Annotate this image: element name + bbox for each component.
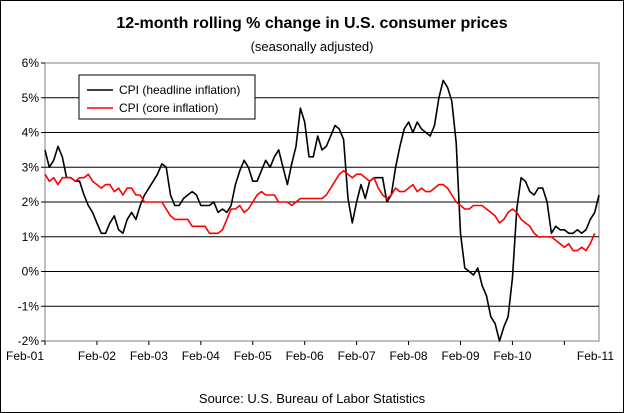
x-tick-label: Feb-09 [441, 349, 479, 363]
y-axis-labels: -2% -1% 0% 1% 2% 3% 4% 5% 6% [18, 56, 40, 348]
chart-title: 12-month rolling % change in U.S. consum… [116, 15, 508, 32]
x-tick-label: Feb-08 [390, 349, 428, 363]
y-tick-label: 1% [22, 230, 40, 244]
chart-source: Source: U.S. Bureau of Labor Statistics [198, 391, 426, 406]
core-cpi-line [44, 169, 596, 252]
legend-item-core-label: CPI (core inflation) [119, 101, 218, 115]
x-tick-label: Feb-01 [6, 349, 44, 363]
y-tick-label: 6% [22, 56, 40, 70]
chart-subtitle: (seasonally adjusted) [250, 39, 374, 54]
y-tick-label: 0% [22, 265, 40, 279]
legend-item-headline-label: CPI (headline inflation) [119, 83, 240, 97]
x-axis-labels: Feb-01 Feb-02 Feb-03 Feb-04 Feb-05 Feb-06 Feb-… [6, 341, 614, 363]
legend-box [78, 74, 256, 120]
x-tick-label: Feb-03 [130, 349, 168, 363]
x-tick-label: Feb-11 [577, 349, 614, 363]
headline-cpi-line [44, 79, 600, 342]
legend: CPI (headline inflation) CPI (core inflat… [78, 74, 256, 120]
x-tick-label: Feb-06 [286, 349, 324, 363]
y-tick-label: -1% [18, 299, 40, 313]
x-tick-label: Feb-10 [493, 349, 531, 363]
x-tick-label: Feb-07 [338, 349, 376, 363]
y-tick-label: -2% [18, 334, 40, 348]
y-tick-label: 5% [22, 91, 40, 105]
y-tick-label: 4% [22, 126, 40, 140]
x-tick-label: Feb-02 [78, 349, 116, 363]
y-tick-label: 2% [22, 195, 40, 209]
series-lines [44, 79, 600, 342]
gridlines [41, 62, 600, 342]
y-tick-label: 3% [22, 160, 40, 174]
x-tick-label: Feb-05 [234, 349, 272, 363]
x-tick-label: Feb-04 [182, 349, 220, 363]
